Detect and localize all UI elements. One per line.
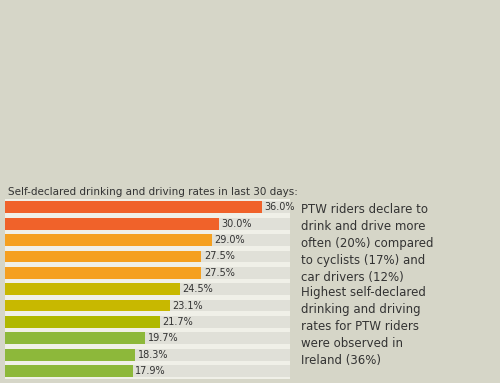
Text: 17.9%: 17.9% [136, 366, 166, 376]
Text: 27.5%: 27.5% [204, 251, 234, 262]
Bar [5, 218, 219, 229]
Bar [5, 250, 290, 262]
Text: 27.5%: 27.5% [204, 268, 234, 278]
Bar [5, 267, 290, 279]
Bar [5, 283, 290, 295]
Text: PTW riders declare to
drink and drive more
often (20%) compared
to cyclists (17%: PTW riders declare to drink and drive mo… [302, 203, 434, 284]
Bar [5, 365, 132, 377]
Bar [5, 201, 262, 213]
Bar [5, 332, 146, 344]
Text: 21.7%: 21.7% [162, 317, 193, 327]
Bar [5, 300, 290, 311]
Bar [5, 300, 170, 311]
Bar [5, 218, 290, 229]
Text: 18.3%: 18.3% [138, 350, 168, 360]
Bar [5, 349, 290, 360]
Text: Highest self-declared
drinking and driving
rates for PTW riders
were observed in: Highest self-declared drinking and drivi… [302, 286, 426, 367]
Text: 30.0%: 30.0% [222, 219, 252, 229]
Bar [5, 316, 290, 328]
Bar [5, 234, 290, 246]
Text: 23.1%: 23.1% [172, 301, 203, 311]
Bar [5, 267, 201, 279]
Text: 24.5%: 24.5% [182, 284, 213, 294]
Bar [5, 332, 290, 344]
Bar [5, 234, 212, 246]
Text: 19.7%: 19.7% [148, 333, 179, 343]
Bar [5, 316, 160, 328]
Bar [5, 201, 290, 213]
Bar [5, 250, 201, 262]
Bar [5, 365, 290, 377]
Text: Self-declared drinking and driving rates in last 30 days:: Self-declared drinking and driving rates… [8, 187, 298, 197]
Text: 36.0%: 36.0% [264, 202, 295, 212]
Bar [5, 283, 180, 295]
Bar [5, 349, 136, 360]
Text: 29.0%: 29.0% [214, 235, 245, 245]
